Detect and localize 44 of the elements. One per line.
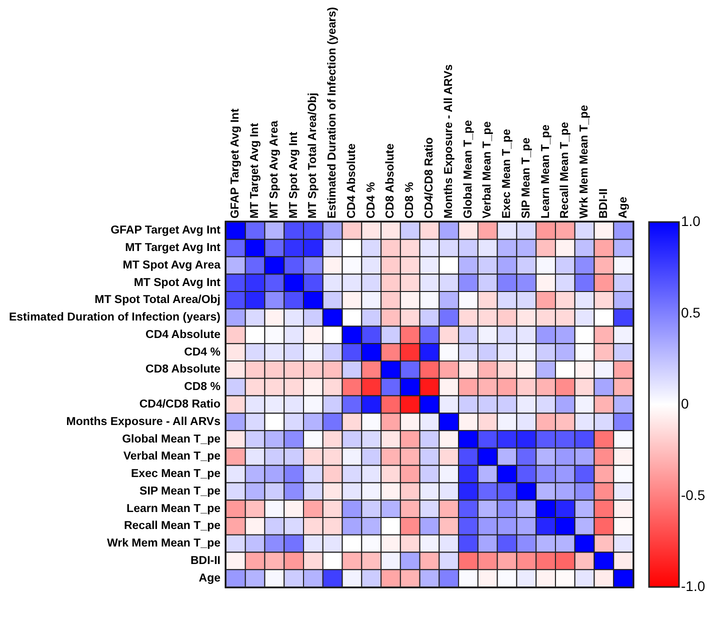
- x-tick-label: CD4/CD8 Ratio: [424, 137, 436, 218]
- color-bar-label: 0.5: [681, 304, 701, 320]
- x-tick-label: Months Exposure - All ARVs: [442, 64, 455, 218]
- x-tick-label: Verbal Mean T_pe: [482, 121, 494, 218]
- y-tick-label: CD8 Absolute: [146, 364, 220, 376]
- y-tick-label: MT Target Avg Int: [125, 242, 221, 254]
- x-tick-label: MT Spot Avg Int: [288, 132, 300, 218]
- y-tick-label: Exec Mean T_pe: [131, 468, 220, 480]
- x-tick-label: CD8 %: [404, 182, 416, 218]
- color-bar-label: 0: [681, 396, 689, 412]
- color-bar-label: -1.0: [681, 578, 706, 594]
- x-tick-label: CD4 %: [365, 182, 378, 218]
- y-tick-label: Global Mean T_pe: [122, 433, 220, 446]
- y-tick-label: Months Exposure - All ARVs: [66, 416, 220, 428]
- x-tick-label: Age: [617, 196, 630, 218]
- x-tick-label: Wrk Mem Mean T_pe: [578, 104, 591, 218]
- x-tick-label: Learn Mean T_pe: [540, 124, 552, 218]
- y-tick-label: MT Spot Avg Int: [134, 276, 221, 289]
- y-tick-label: MT Spot Total Area/Obj: [94, 294, 220, 306]
- x-tick-label: CD4 Absolute: [346, 144, 358, 218]
- y-tick-label: CD4/CD8 Ratio: [139, 398, 220, 410]
- color-bar-label: 1.0: [681, 213, 701, 229]
- y-tick-label: MT Spot Avg Area: [122, 259, 222, 272]
- x-tick-label: BDI-II: [598, 188, 610, 218]
- y-tick-label: Learn Mean T_pe: [126, 502, 220, 515]
- color-bar-label: -0.5: [681, 486, 706, 503]
- x-tick-label: CD8 Absolute: [384, 144, 397, 218]
- x-tick-label: MT Spot Total Area/Obj: [307, 92, 320, 218]
- x-tick-label: Exec Mean T_pe: [501, 129, 514, 218]
- x-tick-label: Global Mean T_pe: [462, 120, 474, 218]
- y-tick-label: Wrk Mem Mean T_pe: [106, 538, 220, 550]
- y-tick-label: BDI-II: [190, 554, 220, 567]
- y-tick-label: Recall Mean T_pe: [124, 520, 220, 532]
- y-tick-label: Estimated Duration of Infection (years): [8, 312, 221, 324]
- y-tick-label: CD4 Absolute: [146, 328, 220, 341]
- x-tick-label: Recall Mean T_pe: [559, 122, 572, 218]
- y-tick-label: GFAP Target Avg Int: [110, 224, 221, 237]
- y-tick-label: SIP Mean T_pe: [140, 485, 220, 498]
- x-tick-label: SIP Mean T_pe: [520, 138, 532, 218]
- y-tick-label: Verbal Mean T_pe: [123, 450, 220, 463]
- x-tick-label: MT Spot Avg Area: [268, 120, 280, 218]
- y-tick-label: Age: [198, 572, 220, 584]
- y-tick-label: CD8 %: [184, 381, 220, 394]
- y-tick-label: CD4 %: [184, 346, 220, 358]
